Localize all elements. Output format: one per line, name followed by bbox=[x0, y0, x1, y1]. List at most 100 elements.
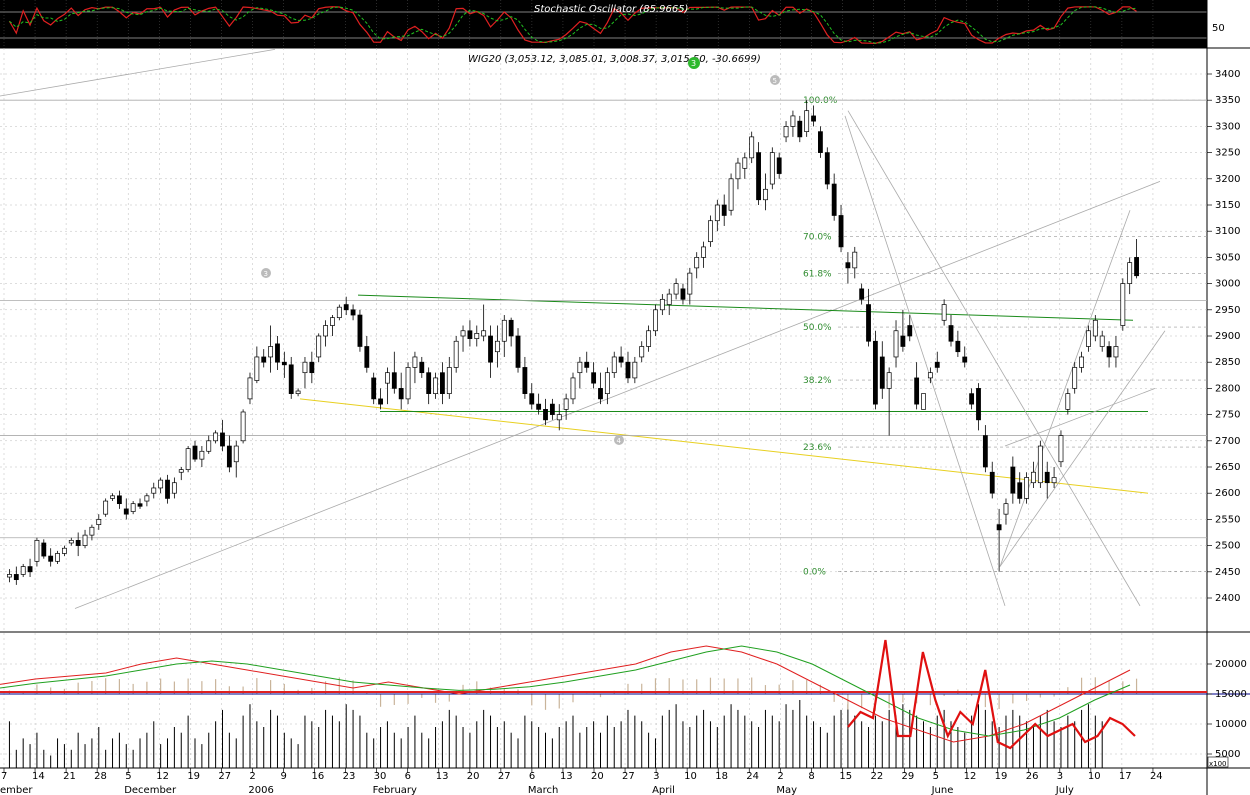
candle-body bbox=[694, 257, 700, 269]
month-label: May bbox=[776, 785, 797, 795]
candle-body bbox=[845, 262, 851, 269]
price-tick-label: 3050 bbox=[1215, 252, 1240, 263]
date-tick-label: 3 bbox=[653, 771, 659, 782]
candle-body bbox=[1113, 346, 1119, 358]
trendline-grey bbox=[999, 210, 1131, 567]
candle-body bbox=[240, 411, 246, 442]
candle-body bbox=[811, 115, 816, 122]
candle-body bbox=[75, 540, 81, 546]
date-tick-label: 14 bbox=[32, 771, 45, 782]
trendline-green bbox=[357, 294, 1134, 321]
date-tick-label: 10 bbox=[684, 771, 697, 782]
date-tick-label: 5 bbox=[125, 771, 131, 782]
candle-body bbox=[371, 377, 377, 400]
candle-body bbox=[254, 356, 260, 381]
candle-body bbox=[522, 367, 528, 394]
candle-body bbox=[261, 356, 267, 363]
candle-body bbox=[611, 356, 617, 374]
candle-body bbox=[790, 115, 796, 127]
candle-body bbox=[742, 157, 748, 169]
price-tick-label: 3200 bbox=[1215, 174, 1240, 185]
candle-body bbox=[288, 364, 294, 394]
date-tick-label: 27 bbox=[218, 771, 231, 782]
candle-body bbox=[1099, 335, 1105, 347]
candle-body bbox=[515, 335, 521, 368]
candle-body bbox=[549, 403, 555, 415]
candle-body bbox=[1037, 445, 1043, 484]
month-label: June bbox=[931, 785, 954, 795]
candle-body bbox=[893, 330, 899, 358]
stochastic-background bbox=[0, 0, 1207, 48]
candle-body bbox=[1106, 346, 1112, 358]
date-tick-label: 19 bbox=[995, 771, 1008, 782]
candle-body bbox=[302, 361, 308, 374]
candle-body bbox=[728, 178, 734, 211]
candle-body bbox=[886, 372, 892, 389]
candle-body bbox=[1024, 477, 1030, 499]
candle-body bbox=[41, 542, 47, 557]
candle-body bbox=[206, 440, 212, 452]
candle-body bbox=[941, 304, 947, 321]
candle-body bbox=[433, 377, 438, 394]
wave-label-text: 5 bbox=[773, 77, 777, 85]
candle-body bbox=[185, 448, 191, 470]
candle-body bbox=[171, 482, 177, 494]
candle-body bbox=[818, 131, 823, 153]
price-tick-label: 2400 bbox=[1215, 593, 1240, 604]
candle-body bbox=[295, 390, 301, 394]
date-axis: 7 14 21 28 5 12 19 27 2 9 16 23 30 6 13 20 27 6 13 20 27 3 10 1… bbox=[0, 768, 1163, 795]
candle-body bbox=[735, 162, 741, 180]
candle-body bbox=[962, 356, 968, 363]
date-tick-label: 20 bbox=[467, 771, 480, 782]
date-tick-label: 28 bbox=[94, 771, 107, 782]
candle-body bbox=[378, 398, 383, 405]
candle-body bbox=[316, 335, 322, 358]
candle-body bbox=[501, 319, 507, 342]
candle-body bbox=[1010, 466, 1016, 494]
date-tick-label: 24 bbox=[1150, 771, 1163, 782]
candle-body bbox=[604, 372, 610, 394]
candle-body bbox=[474, 333, 480, 339]
price-candles bbox=[7, 100, 1139, 585]
price-tick-label: 3400 bbox=[1215, 69, 1240, 80]
fibonacci-label: 0.0% bbox=[803, 567, 826, 577]
candle-body bbox=[350, 309, 356, 316]
candle-body bbox=[247, 377, 253, 400]
candle-body bbox=[948, 325, 954, 342]
candle-body bbox=[508, 319, 514, 337]
candle-body bbox=[275, 343, 280, 363]
candle-body bbox=[955, 340, 961, 353]
candle-body bbox=[1065, 393, 1071, 410]
date-tick-label: 10 bbox=[1088, 771, 1101, 782]
volume-tick-label: 15000 bbox=[1215, 689, 1247, 700]
price-tick-label: 3350 bbox=[1215, 95, 1240, 106]
wave-label-text: 3 bbox=[691, 59, 696, 68]
candle-body bbox=[1120, 283, 1126, 326]
date-tick-label: 7 bbox=[1, 771, 7, 782]
candle-body bbox=[1086, 330, 1091, 347]
price-tick-label: 2650 bbox=[1215, 462, 1240, 473]
fibonacci-label: 50.0% bbox=[803, 323, 832, 333]
date-tick-label: 5 bbox=[933, 771, 939, 782]
candle-body bbox=[233, 445, 239, 463]
candle-body bbox=[1092, 319, 1098, 337]
date-tick-label: 23 bbox=[343, 771, 356, 782]
volume-badge bbox=[1207, 756, 1229, 768]
candle-body bbox=[570, 377, 576, 400]
fibonacci-label: 61.8% bbox=[803, 270, 832, 280]
trendline-grey bbox=[844, 115, 1006, 606]
candle-body bbox=[996, 524, 1002, 531]
candle-body bbox=[89, 526, 95, 536]
candle-body bbox=[453, 340, 459, 368]
candle-body bbox=[158, 479, 164, 489]
candle-body bbox=[1072, 367, 1078, 389]
date-tick-label: 2 bbox=[777, 771, 783, 782]
candle-body bbox=[584, 361, 590, 368]
candle-body bbox=[96, 519, 102, 525]
month-label: April bbox=[652, 785, 675, 795]
candle-body bbox=[838, 215, 844, 248]
date-tick-label: 30 bbox=[374, 771, 387, 782]
price-tick-label: 2900 bbox=[1215, 331, 1240, 342]
candle-body bbox=[783, 126, 789, 138]
candle-body bbox=[323, 325, 328, 337]
